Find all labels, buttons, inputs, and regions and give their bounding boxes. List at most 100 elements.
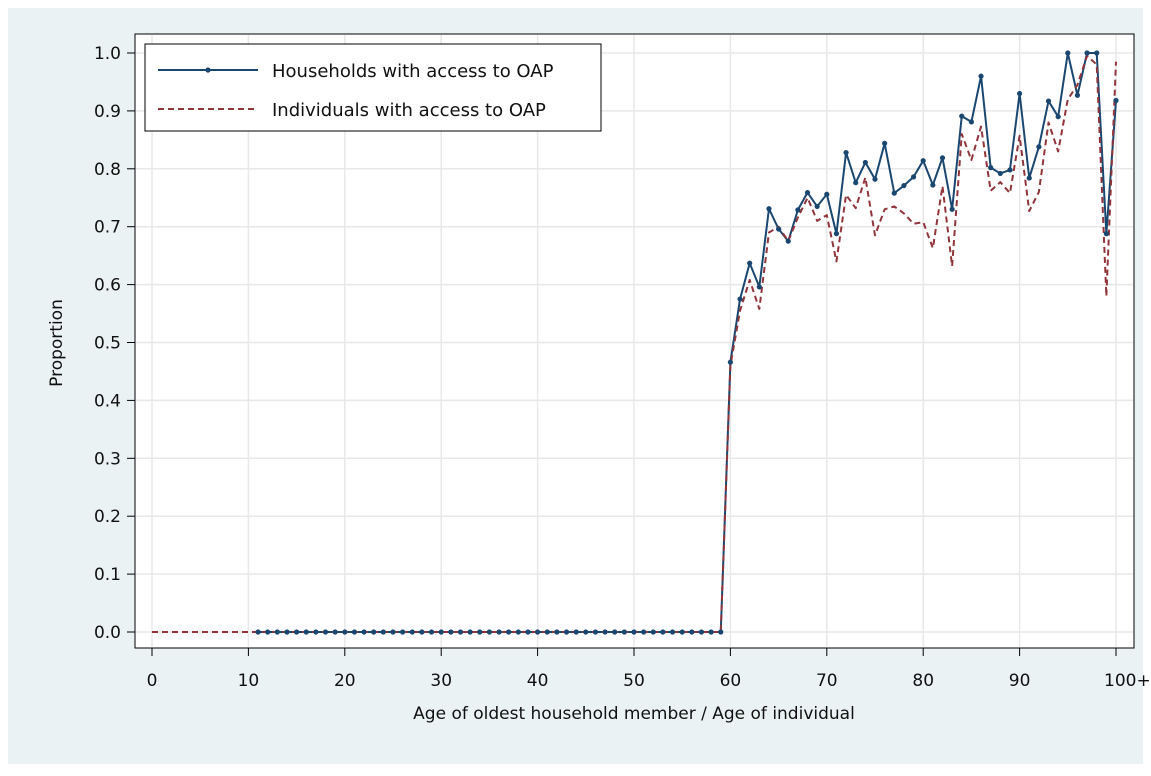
data-point-households	[1084, 50, 1090, 56]
data-point-households	[804, 189, 811, 196]
data-point-households	[361, 629, 367, 635]
y-tick-label: 0.9	[94, 102, 121, 122]
data-point-households	[544, 629, 550, 635]
data-point-households	[477, 629, 483, 635]
data-point-households	[766, 206, 772, 212]
y-tick-label: 0.3	[94, 449, 121, 469]
y-tick-label: 0.0	[94, 623, 121, 643]
data-point-households	[496, 629, 502, 635]
series-lines	[152, 50, 1119, 635]
data-point-households	[380, 629, 386, 635]
x-tick-label: 10	[238, 671, 260, 691]
legend-marker-households	[205, 67, 211, 73]
data-point-households	[631, 629, 637, 635]
data-point-households	[988, 165, 994, 171]
data-point-households	[737, 296, 743, 302]
data-point-households	[872, 176, 878, 182]
data-point-households	[641, 629, 647, 635]
data-point-households	[1103, 231, 1109, 237]
data-point-households	[400, 629, 406, 635]
data-point-households	[862, 159, 868, 166]
data-point-households	[795, 207, 801, 213]
data-point-households	[660, 629, 666, 635]
data-point-households	[448, 629, 454, 635]
y-tick-label: 0.2	[94, 507, 121, 527]
data-point-households	[776, 226, 782, 232]
data-point-households	[1045, 98, 1052, 104]
data-point-households	[978, 73, 984, 79]
data-point-households	[371, 629, 377, 635]
data-point-households	[679, 629, 685, 635]
data-point-households	[1065, 50, 1071, 56]
data-point-households	[814, 203, 820, 210]
data-point-households	[843, 149, 849, 156]
data-point-households	[284, 629, 290, 635]
legend-label-individuals: Individuals with access to OAP	[272, 100, 546, 121]
data-point-households	[853, 180, 859, 186]
data-point-households	[785, 238, 791, 244]
data-point-households	[583, 629, 589, 635]
data-point-households	[265, 629, 271, 635]
data-point-households	[515, 629, 521, 635]
data-point-households	[718, 629, 724, 635]
data-point-households	[689, 629, 695, 635]
x-tick-label: 90	[1009, 671, 1031, 691]
data-point-households	[390, 629, 396, 635]
data-point-households	[332, 629, 338, 635]
data-point-households	[939, 155, 946, 161]
data-point-households	[708, 629, 714, 635]
legend-box	[144, 43, 602, 132]
data-point-households	[563, 629, 570, 635]
data-point-households	[409, 629, 415, 635]
data-point-households	[255, 629, 261, 635]
x-axis-title: Age of oldest household member / Age of …	[413, 704, 855, 724]
data-point-households	[756, 284, 762, 290]
y-axis-title: Proportion	[47, 299, 67, 387]
data-point-households	[554, 629, 560, 635]
data-point-households	[997, 170, 1003, 177]
x-tick-label: 100+	[1104, 671, 1151, 691]
x-tick-label: 30	[430, 671, 452, 691]
data-point-households	[621, 629, 627, 635]
data-point-households	[294, 629, 300, 635]
x-tick-label: 0	[147, 671, 158, 691]
axes: 0.0 0.1 0.2 0.3 0.4 0.5 0.6 0.7 0.8 0.9 1.0 0 10 20 30…	[94, 44, 1151, 691]
data-point-households	[1055, 114, 1061, 120]
data-point-households	[1074, 92, 1081, 98]
data-point-households	[612, 629, 618, 635]
data-point-households	[650, 629, 656, 635]
y-tick-label: 0.7	[94, 218, 121, 238]
data-point-households	[910, 174, 917, 180]
x-tick-label: 50	[623, 671, 645, 691]
data-point-households	[322, 629, 329, 635]
data-point-households	[1026, 175, 1032, 181]
x-tick-label: 80	[912, 671, 934, 691]
data-point-households	[342, 629, 348, 635]
data-point-households	[506, 629, 512, 635]
legend-label-households: Households with access to OAP	[272, 61, 554, 82]
data-point-households	[428, 629, 435, 635]
legend: Households with access to OAP Individual…	[144, 43, 602, 132]
y-tick-label: 0.1	[94, 565, 121, 585]
data-point-households	[457, 629, 464, 635]
data-point-households	[602, 629, 608, 635]
data-point-households	[467, 629, 473, 635]
data-point-households	[949, 206, 955, 212]
data-point-households	[901, 182, 907, 189]
data-point-households	[882, 140, 888, 146]
data-point-households	[1094, 50, 1100, 56]
data-point-households	[573, 629, 579, 635]
data-point-households	[274, 629, 280, 635]
data-point-households	[535, 629, 541, 635]
data-point-households	[698, 629, 705, 635]
data-point-households	[592, 629, 599, 635]
data-point-households	[351, 629, 358, 635]
data-point-households	[1007, 167, 1013, 173]
data-point-households	[438, 629, 444, 635]
data-point-households	[747, 260, 753, 266]
data-point-households	[313, 629, 319, 635]
data-point-households	[824, 191, 830, 197]
x-tick-label: 20	[334, 671, 356, 691]
data-point-households	[891, 190, 897, 196]
